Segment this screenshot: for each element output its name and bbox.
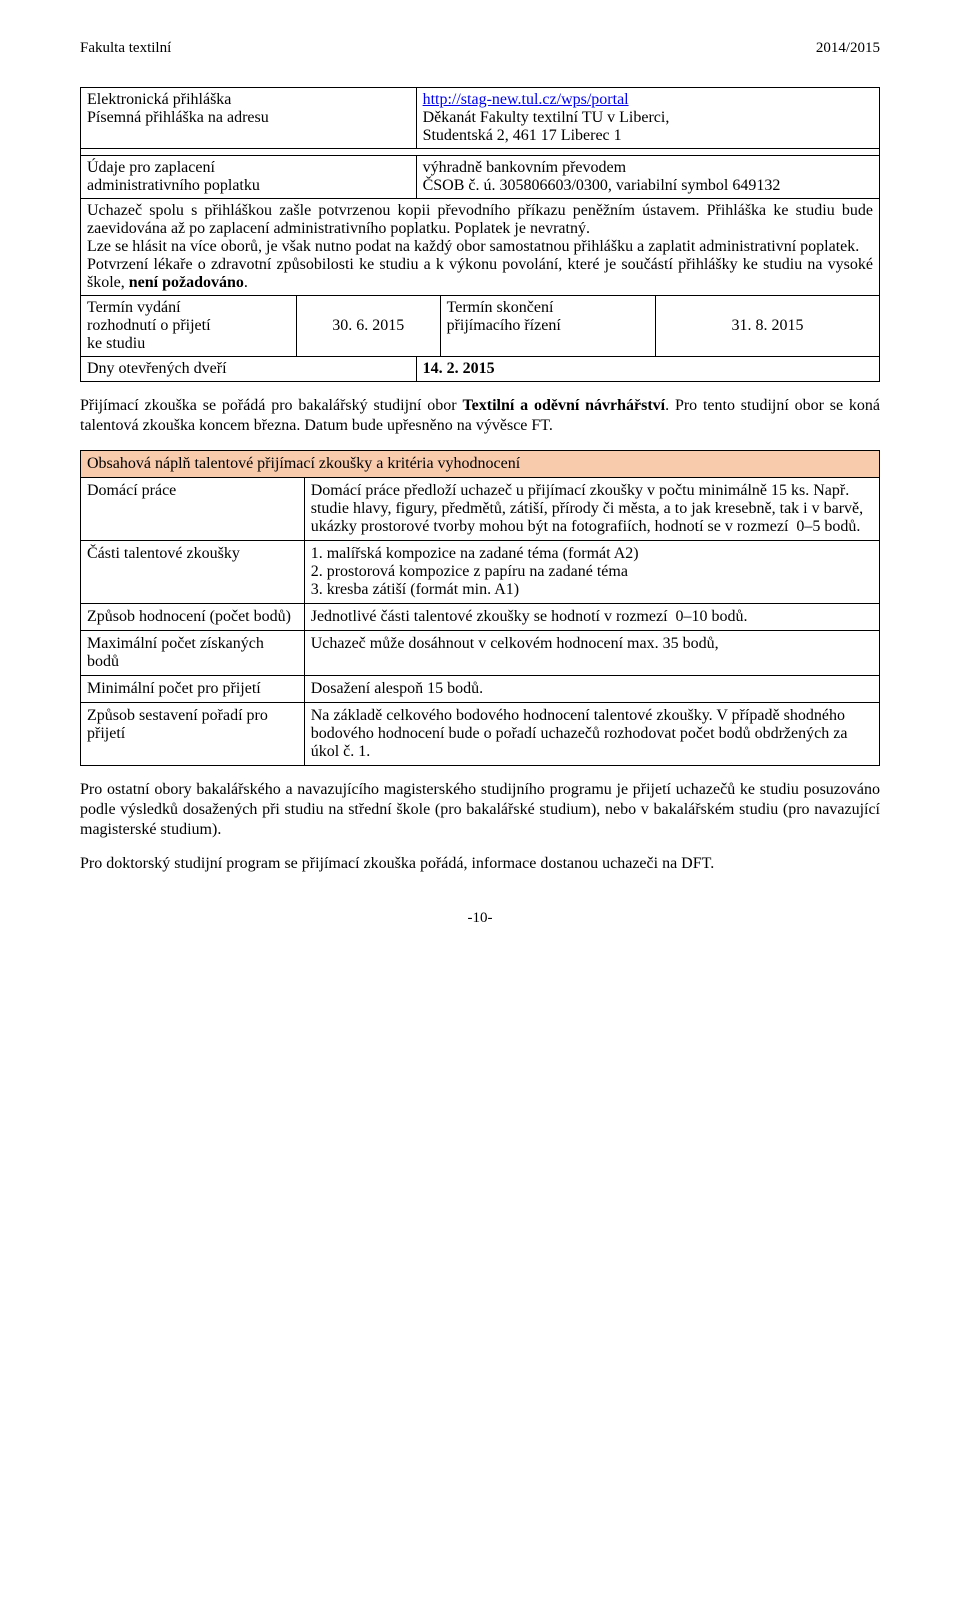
paragraph-2: Pro ostatní obory bakalářského a navazuj… xyxy=(80,780,880,840)
header-left: Fakulta textilní xyxy=(80,40,171,57)
termin-rozhodnuti-l2: rozhodnutí o přijetí xyxy=(87,317,290,335)
table-row: Části talentové zkoušky1. malířská kompo… xyxy=(81,541,880,604)
exam-row-value: Dosažení alespoň 15 bodů. xyxy=(304,676,879,703)
mid-paragraph: Přijímací zkouška se pořádá pro bakalářs… xyxy=(80,396,880,436)
value-csob: ČSOB č. ú. 305806603/0300, variabilní sy… xyxy=(423,177,873,195)
exam-table: Obsahová náplň talentové přijímací zkouš… xyxy=(80,450,880,766)
termin-skonceni-date: 31. 8. 2015 xyxy=(732,317,804,334)
dekanat-line2: Studentská 2, 461 17 Liberec 1 xyxy=(423,127,873,145)
exam-row-value: Domácí práce předloží uchazeč u přijímac… xyxy=(304,478,879,541)
header-right: 2014/2015 xyxy=(816,40,880,57)
termin-skonceni-l2: přijímacího řízení xyxy=(447,317,649,335)
table-row: Domácí práceDomácí práce předloží uchaze… xyxy=(81,478,880,541)
info-fulltext-bold: není požadováno xyxy=(129,274,244,291)
exam-row-label: Způsob sestavení pořadí pro přijetí xyxy=(81,703,305,766)
value-prevod: výhradně bankovním převodem xyxy=(423,159,873,177)
termin-rozhodnuti-l1: Termín vydání xyxy=(87,299,290,317)
label-udaje2: administrativního poplatku xyxy=(87,177,410,195)
paragraph-3: Pro doktorský studijní program se přijím… xyxy=(80,854,880,874)
dny-otevrenych-date: 14. 2. 2015 xyxy=(423,360,495,377)
exam-row-value: Jednotlivé části talentové zkoušky se ho… xyxy=(304,604,879,631)
dekanat-line1: Děkanát Fakulty textilní TU v Liberci, xyxy=(423,109,873,127)
exam-row-value: Na základě celkového bodového hodnocení … xyxy=(304,703,879,766)
exam-row-label: Části talentové zkoušky xyxy=(81,541,305,604)
exam-header: Obsahová náplň talentové přijímací zkouš… xyxy=(81,451,880,478)
label-eprihlaska: Elektronická přihláška xyxy=(87,91,410,109)
page: Fakulta textilní 2014/2015 Elektronická … xyxy=(0,0,960,1604)
info-dates-table: Termín vydání rozhodnutí o přijetí ke st… xyxy=(81,296,879,356)
info-fulltext-after: . xyxy=(244,274,248,291)
midpara-pre: Přijímací zkouška se pořádá pro bakalářs… xyxy=(80,397,462,414)
label-pisemna: Písemná přihláška na adresu xyxy=(87,109,410,127)
stag-link[interactable]: http://stag-new.tul.cz/wps/portal xyxy=(423,91,629,108)
exam-row-label: Domácí práce xyxy=(81,478,305,541)
termin-skonceni-l1: Termín skončení xyxy=(447,299,649,317)
page-number: -10- xyxy=(80,910,880,927)
table-row: Způsob sestavení pořadí pro přijetíNa zá… xyxy=(81,703,880,766)
page-header: Fakulta textilní 2014/2015 xyxy=(80,40,880,57)
midpara-bold: Textilní a oděvní návrhářství xyxy=(462,397,665,414)
table-row: Minimální počet pro přijetíDosažení ales… xyxy=(81,676,880,703)
label-udaje1: Údaje pro zaplacení xyxy=(87,159,410,177)
exam-row-label: Minimální počet pro přijetí xyxy=(81,676,305,703)
table-row: Maximální počet získaných bodůUchazeč mů… xyxy=(81,631,880,676)
exam-row-label: Způsob hodnocení (počet bodů) xyxy=(81,604,305,631)
dny-otevrenych-label: Dny otevřených dveří xyxy=(81,357,417,382)
table-row: Způsob hodnocení (počet bodů)Jednotlivé … xyxy=(81,604,880,631)
termin-rozhodnuti-date: 30. 6. 2015 xyxy=(332,317,404,334)
exam-row-value: 1. malířská kompozice na zadané téma (fo… xyxy=(304,541,879,604)
termin-rozhodnuti-l3: ke studiu xyxy=(87,335,290,353)
exam-row-value: Uchazeč může dosáhnout v celkovém hodnoc… xyxy=(304,631,879,676)
info-table: Elektronická přihláška Písemná přihláška… xyxy=(80,87,880,382)
exam-row-label: Maximální počet získaných bodů xyxy=(81,631,305,676)
